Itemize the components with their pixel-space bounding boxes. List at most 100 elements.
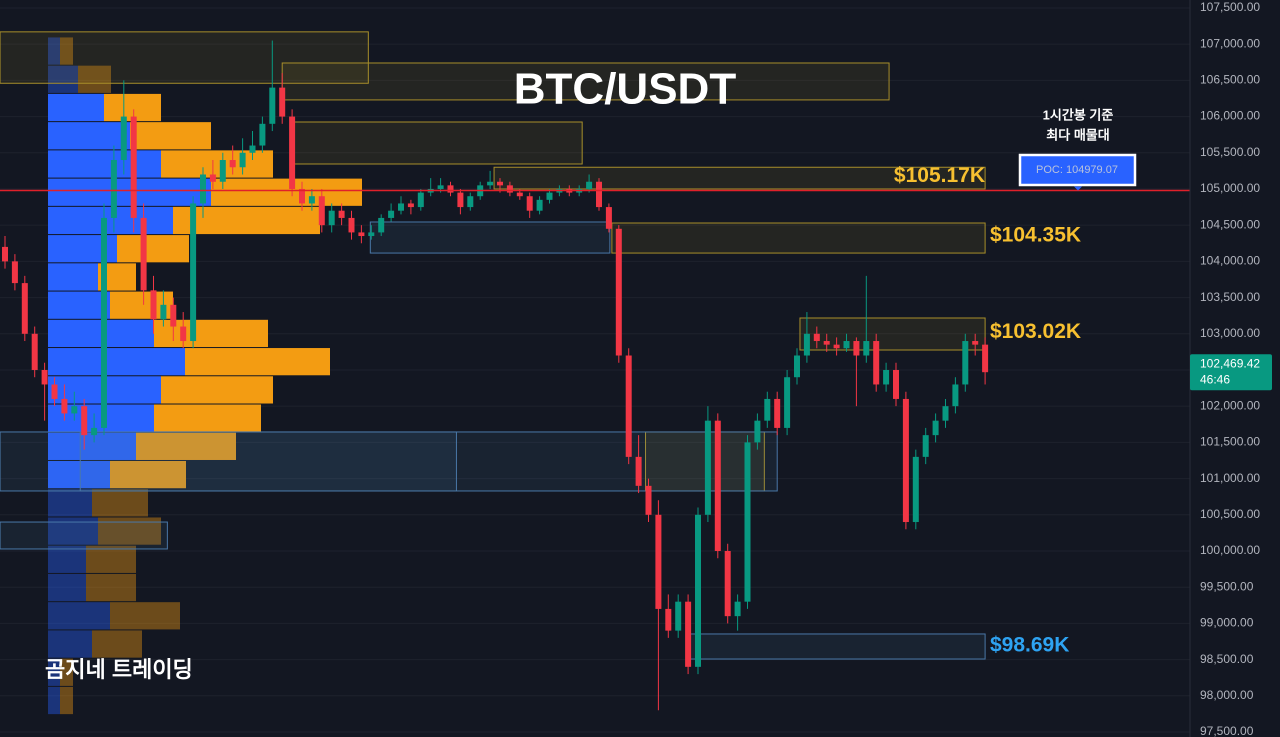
candle-body (596, 181, 602, 208)
y-tick-label: 104,000.00 (1200, 254, 1260, 268)
candle-body (338, 210, 345, 218)
candle-body (685, 601, 692, 667)
candle-body (863, 341, 870, 356)
candle-body (972, 341, 979, 345)
candle-body (813, 333, 820, 342)
candle-body (160, 304, 167, 320)
profile-sell-bar (161, 376, 273, 404)
candle-body (784, 377, 791, 428)
profile-sell-bar (60, 37, 73, 65)
candle-body (497, 181, 503, 186)
candle-body (21, 283, 28, 334)
y-tick-label: 100,500.00 (1200, 507, 1260, 521)
candle-body (962, 341, 969, 385)
y-tick-label: 103,500.00 (1200, 290, 1260, 304)
candle-body (952, 384, 959, 407)
profile-buy-bar (48, 432, 136, 460)
y-tick-label: 106,500.00 (1200, 73, 1260, 87)
overlay: POC: 104979.07 $105.17K $104.35K $103.02K $9… (0, 153, 1190, 656)
candle-body (279, 87, 286, 117)
candle-body (774, 398, 781, 428)
profile-sell-bar (86, 573, 136, 602)
candle-body (239, 152, 246, 168)
candle-body (764, 398, 771, 421)
candle-body (71, 406, 78, 414)
candle-body (605, 207, 612, 229)
candle-body (358, 232, 365, 237)
candle-body (744, 442, 751, 602)
profile-sell-bar (86, 545, 136, 573)
candle-body (209, 174, 216, 182)
chart-title: BTC/USDT (514, 65, 737, 114)
candle-body (516, 192, 523, 197)
poc-label: POC: 104979.07 (1036, 164, 1118, 176)
candle-body (140, 217, 147, 291)
profile-sell-bar (60, 658, 73, 686)
profile-buy-bar (48, 545, 86, 573)
candle-body (932, 420, 939, 436)
candle-body (190, 203, 197, 342)
candle-body (922, 435, 929, 457)
profile-sell-bar (92, 489, 148, 517)
candle-body (388, 210, 395, 218)
profile-buy-bar (48, 489, 92, 517)
profile-buy-bar (48, 206, 173, 235)
zone (799, 317, 986, 351)
y-tick-label: 106,000.00 (1200, 109, 1260, 123)
profile-sell-bar (173, 206, 320, 235)
candle-body (754, 420, 761, 443)
candle-body (635, 456, 642, 486)
candle-body (833, 344, 840, 349)
y-tick-label: 105,500.00 (1200, 145, 1260, 159)
candle-body (368, 232, 375, 237)
candle-body (41, 369, 48, 385)
zone (79, 431, 778, 492)
y-tick-label: 98,000.00 (1200, 688, 1254, 702)
profile-buy-bar (48, 460, 110, 489)
zone (611, 222, 986, 254)
candle-body (398, 203, 404, 211)
candle-body (308, 196, 315, 204)
zone (292, 121, 583, 165)
y-tick-label: 100,000.00 (1200, 543, 1260, 557)
candle-body (348, 217, 355, 233)
candle-body (437, 185, 444, 189)
candle-body (31, 333, 38, 370)
candle-body (734, 601, 741, 617)
profile-buy-bar (48, 65, 78, 93)
candle-body (219, 160, 226, 182)
candle-body (704, 420, 711, 515)
countdown: 46:46 (1200, 372, 1230, 386)
zone (369, 221, 611, 254)
candle-body (407, 203, 414, 208)
candle-body (2, 246, 8, 262)
profile-buy-bar (48, 291, 110, 319)
candle-body (546, 192, 553, 200)
y-tick-label: 107,000.00 (1200, 36, 1260, 50)
candle-body (467, 196, 474, 208)
candle-body (883, 369, 890, 385)
candle-body (942, 406, 949, 421)
y-tick-label: 107,500.00 (1200, 0, 1260, 14)
candle-body (318, 196, 325, 226)
profile-buy-bar (48, 658, 60, 686)
candle-body (170, 304, 177, 327)
profile-sell-bar (78, 65, 111, 93)
candle-body (645, 485, 652, 515)
y-tick-label: 97,500.00 (1200, 724, 1254, 737)
candle-body (91, 427, 98, 436)
candle-body (130, 116, 137, 218)
profile-buy-bar (48, 686, 60, 715)
y-tick-label: 99,000.00 (1200, 616, 1254, 630)
profile-sell-bar (92, 630, 142, 658)
candle-body (803, 333, 810, 356)
candle-body (299, 188, 305, 204)
profile-buy-bar (48, 630, 92, 658)
last-price-box (1190, 354, 1272, 391)
candle-body (625, 355, 632, 457)
candle-body (150, 290, 157, 320)
profile-sell-bar (136, 432, 236, 460)
profile-buy-bar (48, 93, 104, 122)
